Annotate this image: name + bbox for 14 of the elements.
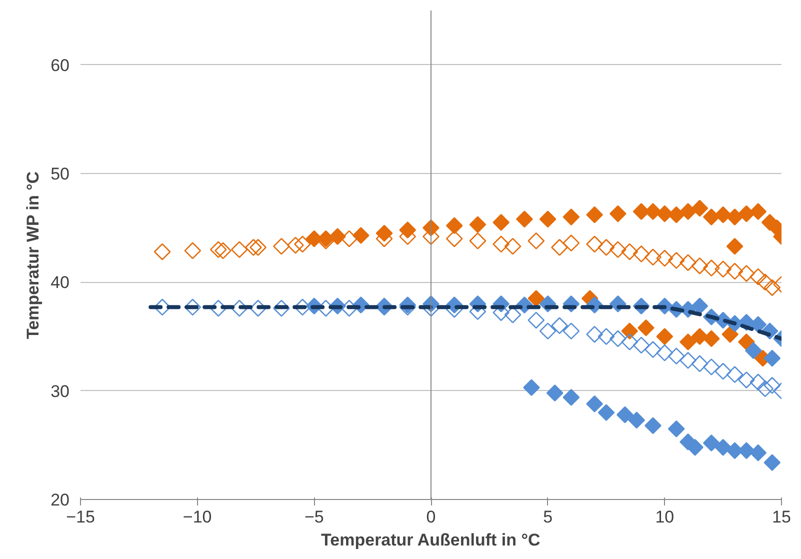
x-tick-label: −15 — [66, 508, 95, 526]
y-tick-label: 20 — [50, 490, 70, 510]
x-tick-label: −10 — [182, 508, 212, 526]
x-tick-label: 10 — [655, 508, 674, 526]
y-tick-label: 50 — [50, 164, 70, 184]
x-tick-label: 5 — [543, 508, 553, 526]
x-tick-label: 0 — [426, 508, 436, 526]
y-tick-label: 30 — [50, 382, 70, 401]
y-tick-label: 60 — [50, 56, 70, 75]
x-axis-title: Temperatur Außenluft in °C — [321, 530, 540, 550]
x-tick-label: −5 — [304, 508, 324, 526]
y-axis-title: Temperatur WP in °C — [24, 171, 43, 339]
y-tick-label: 40 — [50, 273, 70, 292]
x-tick-label: 15 — [772, 508, 791, 526]
